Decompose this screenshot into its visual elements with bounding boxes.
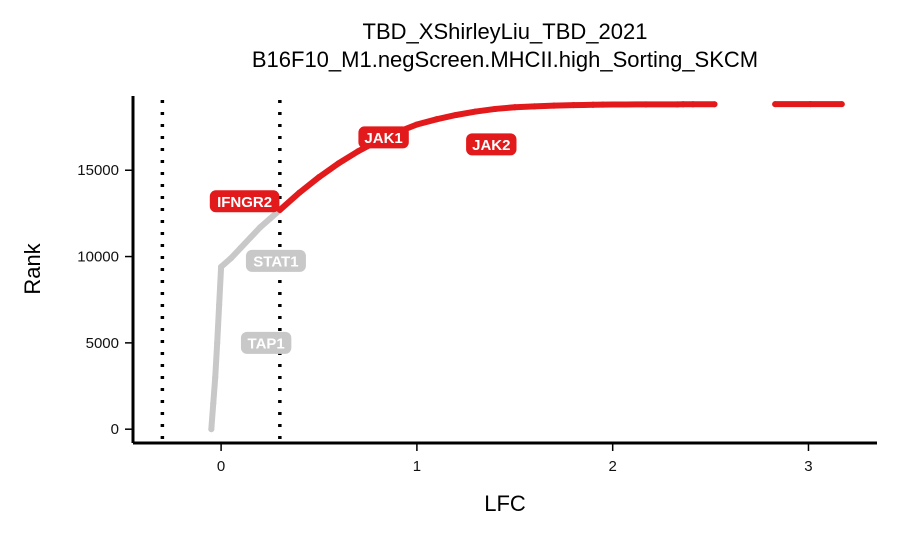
gene-label-stat1: STAT1 (245, 249, 306, 272)
chart-subtitle: B16F10_M1.negScreen.MHCII.high_Sorting_S… (252, 47, 758, 72)
data-segment (472, 105, 499, 115)
gene-label-text: JAK2 (472, 137, 510, 154)
x-axis-ticks: 0 1 2 3 (217, 443, 813, 475)
data-segment (413, 116, 440, 128)
data-segment (212, 339, 221, 381)
x-tick-label: 0 (217, 458, 225, 475)
data-segment (210, 374, 219, 407)
gene-label-jak1: JAK1 (358, 126, 409, 149)
data-segment (316, 160, 342, 181)
y-tick-label: 0 (111, 421, 119, 438)
chart-title: TBD_XShirleyLiu_TBD_2021 (363, 19, 648, 44)
data-point (711, 101, 718, 108)
data-segment (511, 103, 538, 111)
series-2 (276, 101, 845, 213)
data-point (838, 101, 845, 108)
data-segment (214, 301, 223, 346)
gene-label-tap1: TAP1 (240, 331, 292, 354)
gene-label-background (245, 249, 306, 272)
gene-label-text: JAK1 (364, 130, 402, 147)
data-segment (335, 148, 362, 167)
gene-label-background (209, 190, 280, 213)
gene-label-background (358, 126, 409, 149)
gene-label-background (466, 133, 517, 156)
data-segment (216, 263, 225, 308)
gene-label-text: TAP1 (248, 335, 285, 352)
x-tick-label: 2 (609, 458, 617, 475)
y-tick-label: 10000 (77, 249, 119, 266)
data-segment (550, 102, 577, 109)
series-1 (208, 206, 283, 433)
x-tick-label: 1 (413, 458, 421, 475)
gene-label-ifngr2: IFNGR2 (209, 190, 280, 213)
y-tick-label: 5000 (86, 335, 119, 352)
plot-area: IFNGR2 JAK1 JAK2 STAT1 TAP1 (160, 100, 845, 443)
x-axis-title: LFC (484, 491, 526, 516)
gene-label-text: IFNGR2 (217, 194, 272, 211)
gene-label-background (240, 331, 292, 354)
data-segment (492, 104, 518, 112)
y-tick-label: 15000 (77, 162, 119, 179)
data-segment (296, 174, 322, 196)
data-segment (433, 111, 460, 123)
y-axis-title: Rank (20, 242, 45, 294)
x-tick-label: 3 (804, 458, 812, 475)
data-segment (531, 102, 557, 110)
data-segment (208, 400, 217, 433)
gene-label-text: STAT1 (253, 253, 298, 270)
gene-label-jak2: JAK2 (466, 133, 517, 156)
data-segment (453, 108, 479, 118)
y-axis-ticks: 0 5000 10000 15000 (77, 162, 133, 438)
data-segment (276, 189, 303, 213)
